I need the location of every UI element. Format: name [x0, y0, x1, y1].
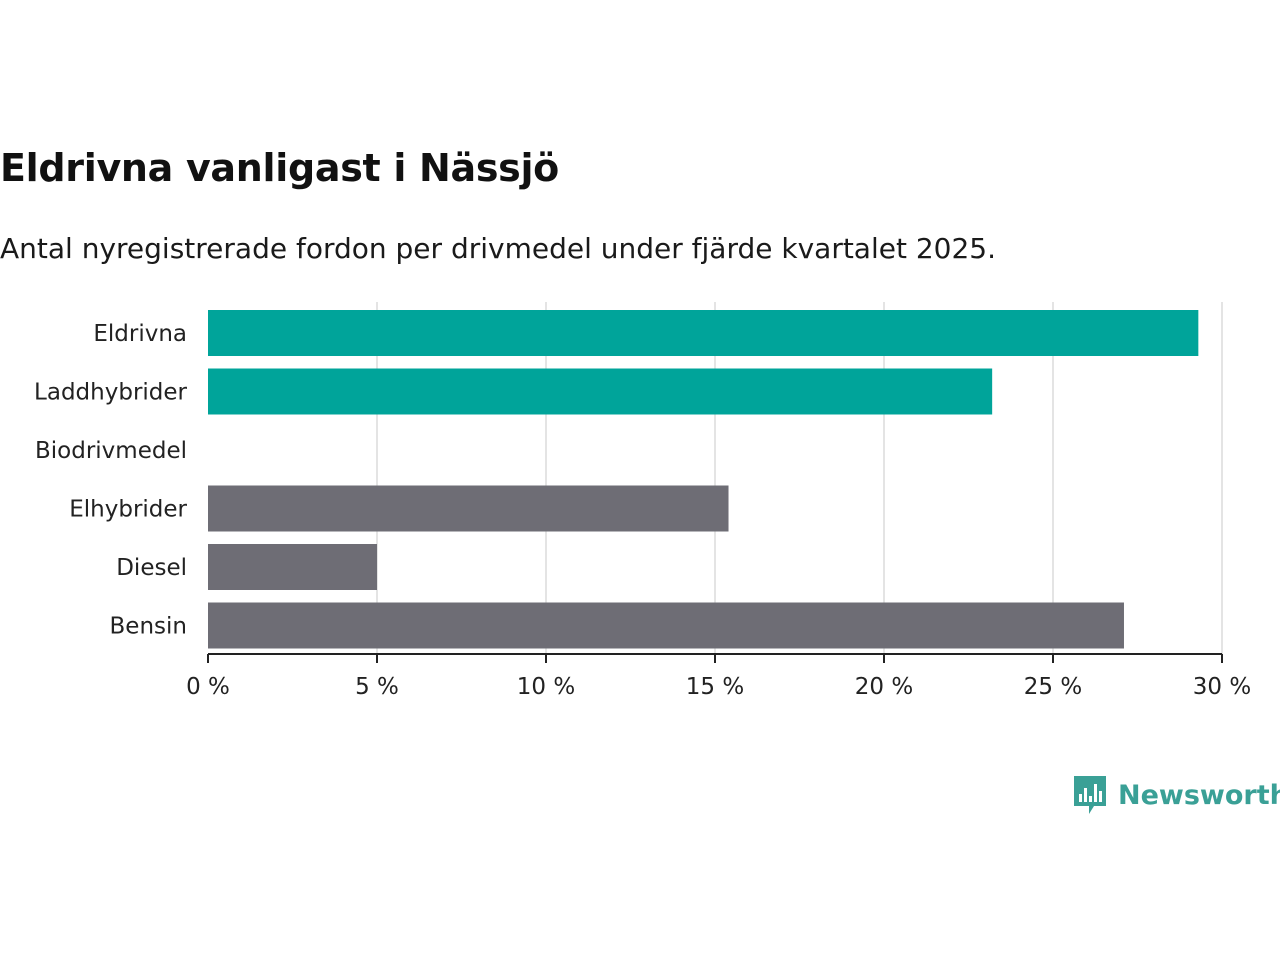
- category-label: Eldrivna: [93, 321, 187, 347]
- bar-chart: Eldrivna Laddhybrider Biodrivmedel Elhybrid…: [34, 302, 1251, 700]
- bar-laddhybrider: [208, 368, 993, 415]
- bar-eldrivna: [208, 310, 1199, 356]
- brand-logo[interactable]: Newsworthy: [1072, 774, 1280, 816]
- bar-diesel: [208, 544, 377, 590]
- bar-elhybrider: [208, 485, 729, 532]
- x-tick-label: 20 %: [855, 674, 913, 700]
- x-tick-label: 10 %: [517, 674, 575, 700]
- brand-name: Newsworthy: [1118, 779, 1280, 811]
- x-tick-label: 5 %: [355, 674, 399, 700]
- newsworthy-logo-icon: [1074, 776, 1106, 814]
- category-label: Diesel: [116, 555, 187, 581]
- x-tick-label: 30 %: [1193, 674, 1251, 700]
- x-tick-label: 25 %: [1024, 674, 1082, 700]
- category-label: Biodrivmedel: [35, 438, 187, 464]
- x-tick-label: 0 %: [186, 674, 230, 700]
- chart-subtitle: Antal nyregistrerade fordon per drivmede…: [0, 232, 997, 265]
- bar-bensin: [208, 602, 1124, 649]
- x-tick-label: 15 %: [686, 674, 744, 700]
- category-label: Laddhybrider: [34, 380, 187, 406]
- category-label: Bensin: [110, 614, 187, 640]
- category-label: Elhybrider: [69, 497, 187, 523]
- chart-title: Eldrivna vanligast i Nässjö: [0, 146, 559, 190]
